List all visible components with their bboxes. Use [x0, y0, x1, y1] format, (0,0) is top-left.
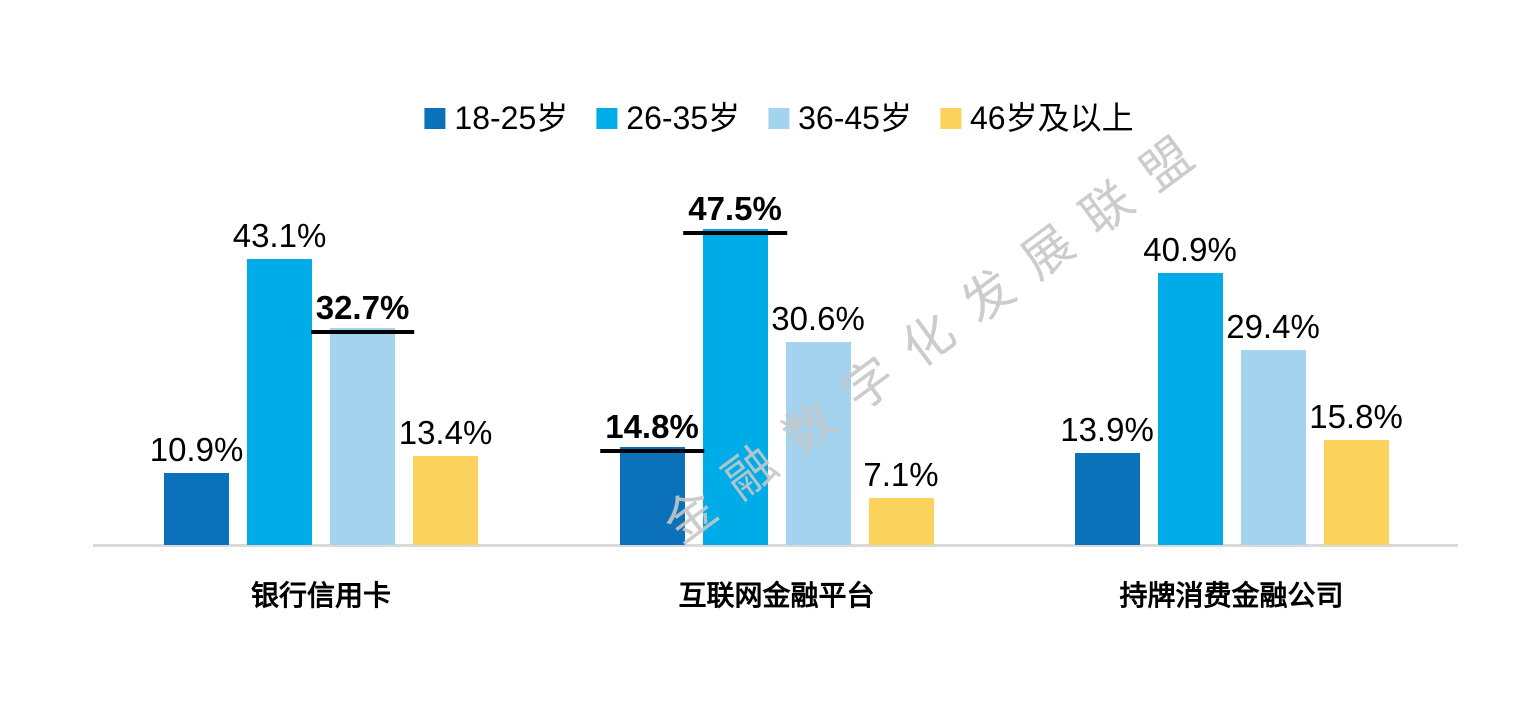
bar-36-45岁-持牌消费金融公司: [1240, 350, 1306, 545]
bar-18-25岁-互联网金融平台: [619, 447, 685, 545]
legend-item: 18-25岁: [424, 100, 569, 136]
bar-18-25岁-银行信用卡: [164, 473, 229, 545]
value-label: 32.7%: [310, 289, 415, 334]
category-label: 持牌消费金融公司: [1119, 580, 1344, 611]
bar-36-45岁-银行信用卡: [330, 328, 395, 545]
legend: 18-25岁 26-35岁 36-45岁 46岁及以上: [424, 100, 1134, 136]
legend-swatch-icon: [939, 108, 961, 130]
bar-26-35岁-持牌消费金融公司: [1157, 273, 1223, 545]
legend-item: 46岁及以上: [939, 100, 1134, 136]
value-label: 43.1%: [232, 217, 327, 254]
value-label: 13.9%: [1060, 411, 1154, 448]
legend-item: 26-35岁: [596, 100, 741, 136]
category-label: 互联网金融平台: [678, 580, 875, 611]
bar-26-35岁-银行信用卡: [247, 259, 312, 545]
value-label: 7.1%: [863, 456, 939, 493]
x-axis-line: [93, 544, 1458, 547]
legend-label: 18-25岁: [454, 100, 569, 136]
legend-swatch-icon: [768, 108, 790, 130]
value-label: 47.5%: [683, 190, 787, 235]
legend-label: 36-45岁: [798, 100, 912, 136]
bar-18-25岁-持牌消费金融公司: [1074, 453, 1140, 545]
legend-swatch-icon: [596, 108, 618, 130]
legend-swatch-icon: [424, 108, 446, 130]
bar-46岁及以上-持牌消费金融公司: [1323, 440, 1389, 545]
bar-46岁及以上-互联网金融平台: [868, 498, 934, 545]
value-label: 13.4%: [398, 414, 493, 451]
legend-item: 36-45岁: [768, 100, 912, 136]
value-label: 40.9%: [1143, 231, 1237, 268]
value-label: 29.4%: [1226, 308, 1320, 345]
value-label: 30.6%: [771, 300, 865, 337]
value-label: 10.9%: [149, 431, 244, 468]
value-label: 15.8%: [1309, 398, 1403, 435]
legend-label: 46岁及以上: [969, 100, 1134, 136]
category-label: 银行信用卡: [250, 580, 392, 611]
bar-26-35岁-互联网金融平台: [702, 229, 768, 545]
legend-label: 26-35岁: [626, 100, 741, 136]
value-label: 14.8%: [600, 408, 704, 453]
bar-46岁及以上-银行信用卡: [413, 456, 478, 545]
bar-36-45岁-互联网金融平台: [785, 342, 851, 545]
